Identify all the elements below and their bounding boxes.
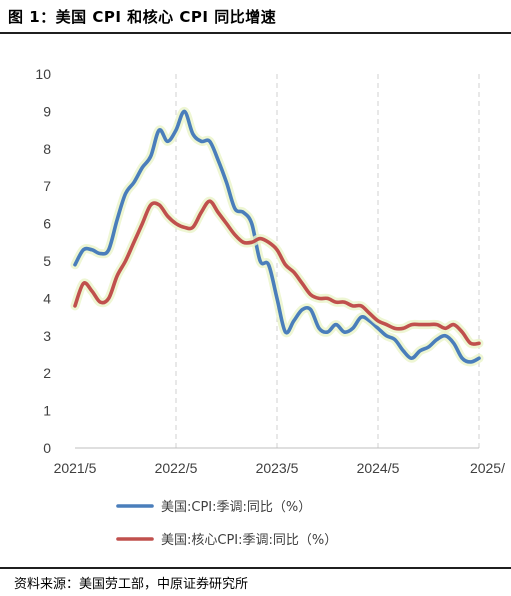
y-tick-label: 0 — [43, 440, 51, 456]
figure-title: 图 1：美国 CPI 和核心 CPI 同比增速 — [8, 8, 277, 26]
y-tick-label: 9 — [43, 103, 51, 119]
y-tick-label: 5 — [43, 253, 51, 269]
chart-series — [70, 106, 484, 367]
y-tick-labels: 0 1 2 3 4 5 6 7 8 9 10 — [35, 66, 51, 456]
y-tick-label: 4 — [43, 290, 51, 306]
x-tick-label: 2021/5 — [54, 460, 97, 476]
x-tick-labels: 2021/5 2022/5 2023/5 2024/5 2025/ — [54, 460, 506, 476]
y-tick-label: 8 — [43, 141, 51, 157]
bottom-rule — [0, 567, 511, 569]
y-tick-label: 10 — [35, 66, 51, 82]
top-rule — [0, 32, 511, 34]
y-tick-label: 3 — [43, 328, 51, 344]
chart-legend: 美国:CPI:季调:同比（%） 美国:核心CPI:季调:同比（%） — [116, 500, 337, 548]
x-tick-label: 2023/5 — [256, 460, 299, 476]
x-tick-label: 2025/ — [470, 460, 505, 476]
series-line-cpi — [73, 109, 481, 364]
source-note: 资料来源：美国劳工部，中原证券研究所 — [14, 577, 249, 592]
y-tick-label: 1 — [43, 403, 51, 419]
y-tick-label: 6 — [43, 216, 51, 232]
y-tick-label: 7 — [43, 178, 51, 194]
x-tick-label: 2024/5 — [357, 460, 400, 476]
y-tick-label: 2 — [43, 365, 51, 381]
series-line-core-cpi — [73, 199, 481, 346]
legend-label-core-cpi: 美国:核心CPI:季调:同比（%） — [161, 533, 337, 548]
legend-label-cpi: 美国:CPI:季调:同比（%） — [161, 500, 311, 515]
x-tick-label: 2022/5 — [155, 460, 198, 476]
chart-grid — [175, 74, 480, 448]
